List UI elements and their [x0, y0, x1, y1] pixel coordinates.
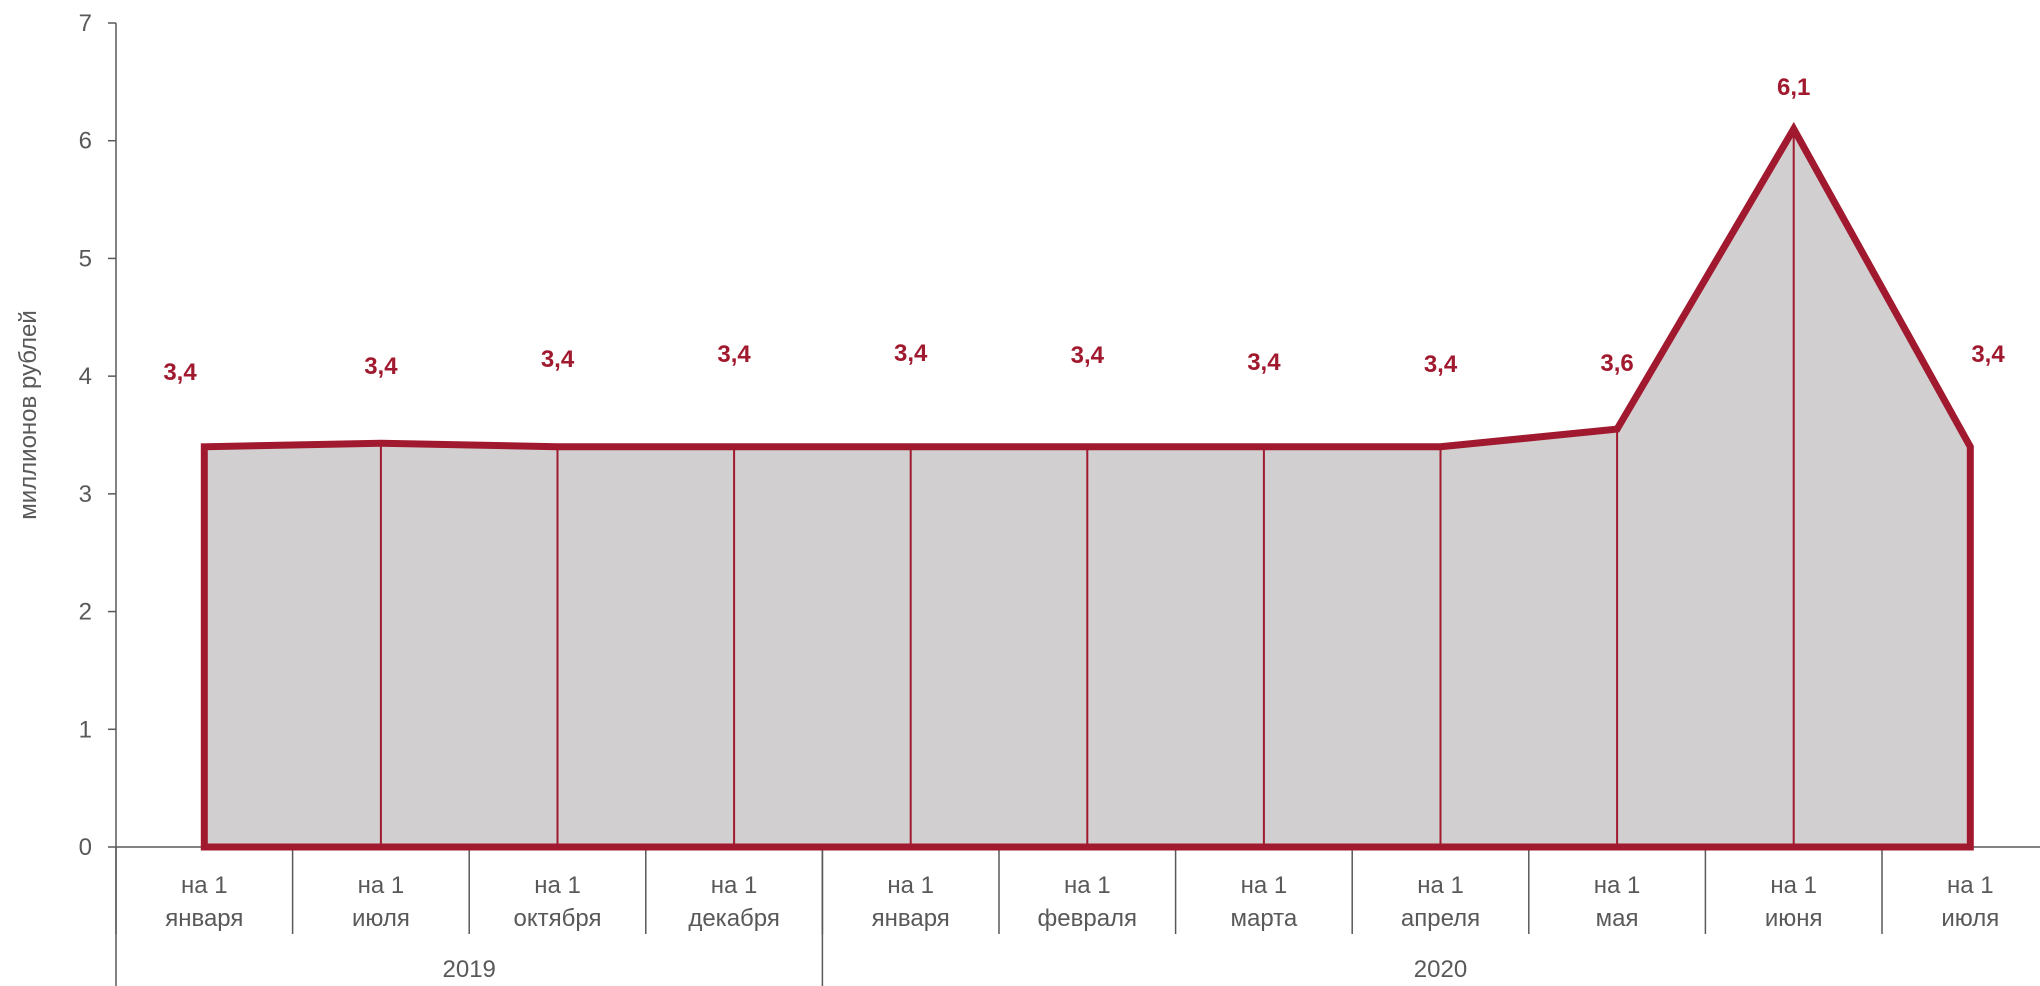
- x-category-label: на 1 июля: [1941, 872, 1999, 932]
- x-category-label: на 1 февраля: [1038, 872, 1138, 932]
- x-category-label-line2: октября: [514, 905, 602, 932]
- x-category-label-line2: января: [872, 905, 950, 932]
- data-label: 3,4: [541, 346, 575, 373]
- data-label: 3,6: [1600, 350, 1633, 377]
- data-label: 6,1: [1777, 74, 1810, 101]
- data-labels: 3,4 3,4 3,4 3,4 3,4 3,4 3,4 3,4 3,6 6,1 3,4: [163, 74, 2005, 386]
- x-category-label-line1: на 1: [1770, 872, 1817, 899]
- data-label: 3,4: [1247, 349, 1281, 376]
- data-label: 3,4: [717, 341, 751, 368]
- x-category-label-line2: декабря: [688, 905, 780, 932]
- x-category-label-line2: июля: [1941, 905, 1999, 932]
- x-category-label-line2: июня: [1765, 905, 1823, 932]
- x-category-label: на 1 мая: [1594, 872, 1641, 932]
- x-category-label-line2: марта: [1231, 905, 1298, 932]
- y-tick-label: 3: [79, 481, 92, 508]
- x-category-label-line2: июля: [352, 905, 410, 932]
- y-tick-label: 2: [79, 599, 92, 626]
- x-category-label-line1: на 1: [534, 872, 581, 899]
- x-category-label-line1: на 1: [1947, 872, 1994, 899]
- x-category-label: на 1 апреля: [1401, 872, 1480, 932]
- area-layer: [200, 121, 1974, 851]
- x-category-label-line2: мая: [1596, 905, 1639, 932]
- x-category-label: на 1 января: [165, 872, 243, 932]
- x-category-label-line1: на 1: [181, 872, 228, 899]
- y-tick-label: 4: [79, 363, 92, 390]
- y-tick-label: 5: [79, 245, 92, 272]
- x-category-label: на 1 октября: [514, 872, 602, 932]
- x-category-label: на 1 января: [872, 872, 950, 932]
- y-axis-title: миллионов рублей: [15, 310, 42, 519]
- data-label: 3,4: [1071, 342, 1105, 369]
- x-category-label-line1: на 1: [358, 872, 405, 899]
- x-category-label-line1: на 1: [1417, 872, 1464, 899]
- y-tick-label: 0: [79, 834, 92, 861]
- y-tick-label: 7: [79, 10, 92, 37]
- x-category-label: на 1 марта: [1231, 872, 1298, 932]
- x-category-label-line2: февраля: [1038, 905, 1138, 932]
- y-tick-label: 1: [79, 716, 92, 743]
- x-category-label-line2: апреля: [1401, 905, 1480, 932]
- x-category-label: на 1 июля: [352, 872, 410, 932]
- data-label: 3,4: [1971, 341, 2005, 368]
- data-label: 3,4: [163, 359, 197, 386]
- data-label: 3,4: [364, 353, 398, 380]
- x-category-label-line2: января: [165, 905, 243, 932]
- x-category-label-line1: на 1: [1594, 872, 1641, 899]
- x-category-label-line1: на 1: [711, 872, 758, 899]
- x-group-label: 2020: [1414, 956, 1467, 983]
- y-tick-label: 6: [79, 128, 92, 155]
- x-category-label-line1: на 1: [887, 872, 934, 899]
- x-category-label-line1: на 1: [1241, 872, 1288, 899]
- data-label: 3,4: [1424, 351, 1458, 378]
- x-category-label-line1: на 1: [1064, 872, 1111, 899]
- x-category-label: на 1 июня: [1765, 872, 1823, 932]
- data-label: 3,4: [894, 340, 928, 367]
- x-category-label: на 1 декабря: [688, 872, 780, 932]
- x-group-label: 2019: [443, 956, 496, 983]
